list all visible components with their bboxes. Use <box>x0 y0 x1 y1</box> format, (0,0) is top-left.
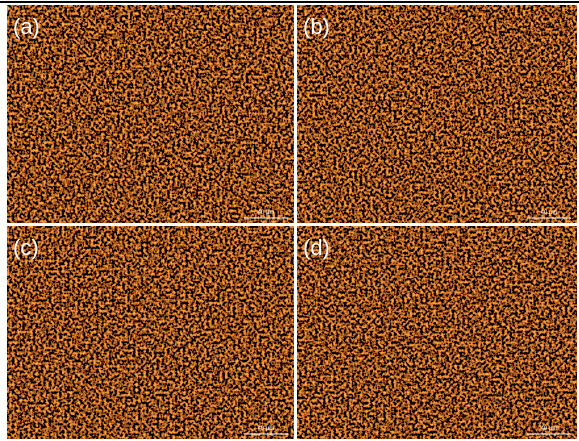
map-image: (a) B 40 µm <box>7 5 294 223</box>
map-panel: (a) B 40 µm <box>7 5 294 223</box>
element-map <box>7 5 294 223</box>
map-panel: (c) B 40 µm <box>7 226 294 439</box>
map-image: (d) B 40 µm <box>297 226 577 439</box>
element-map <box>297 226 577 439</box>
element-label: B <box>13 196 18 205</box>
panel-label: (d) <box>303 235 330 260</box>
scale-bar-label: 40 µm <box>541 210 558 216</box>
element-map <box>7 226 294 439</box>
map-panel: (b) B 40 µm <box>297 5 577 223</box>
scale-bar-label: 40 µm <box>258 426 275 432</box>
panel-label: (a) <box>13 14 40 39</box>
element-label: B <box>13 412 18 421</box>
top-rule <box>0 1 579 3</box>
element-label: B <box>303 196 308 205</box>
panel-label: (b) <box>303 14 330 39</box>
scale-bar-label: 40 µm <box>541 426 558 432</box>
element-label: B <box>303 412 308 421</box>
map-panel: (d) B 40 µm <box>297 226 577 439</box>
element-map <box>297 5 577 223</box>
scale-bar-label: 40 µm <box>258 210 275 216</box>
map-image: (b) B 40 µm <box>297 5 577 223</box>
panel-label: (c) <box>13 235 39 260</box>
map-image: (c) B 40 µm <box>7 226 294 439</box>
